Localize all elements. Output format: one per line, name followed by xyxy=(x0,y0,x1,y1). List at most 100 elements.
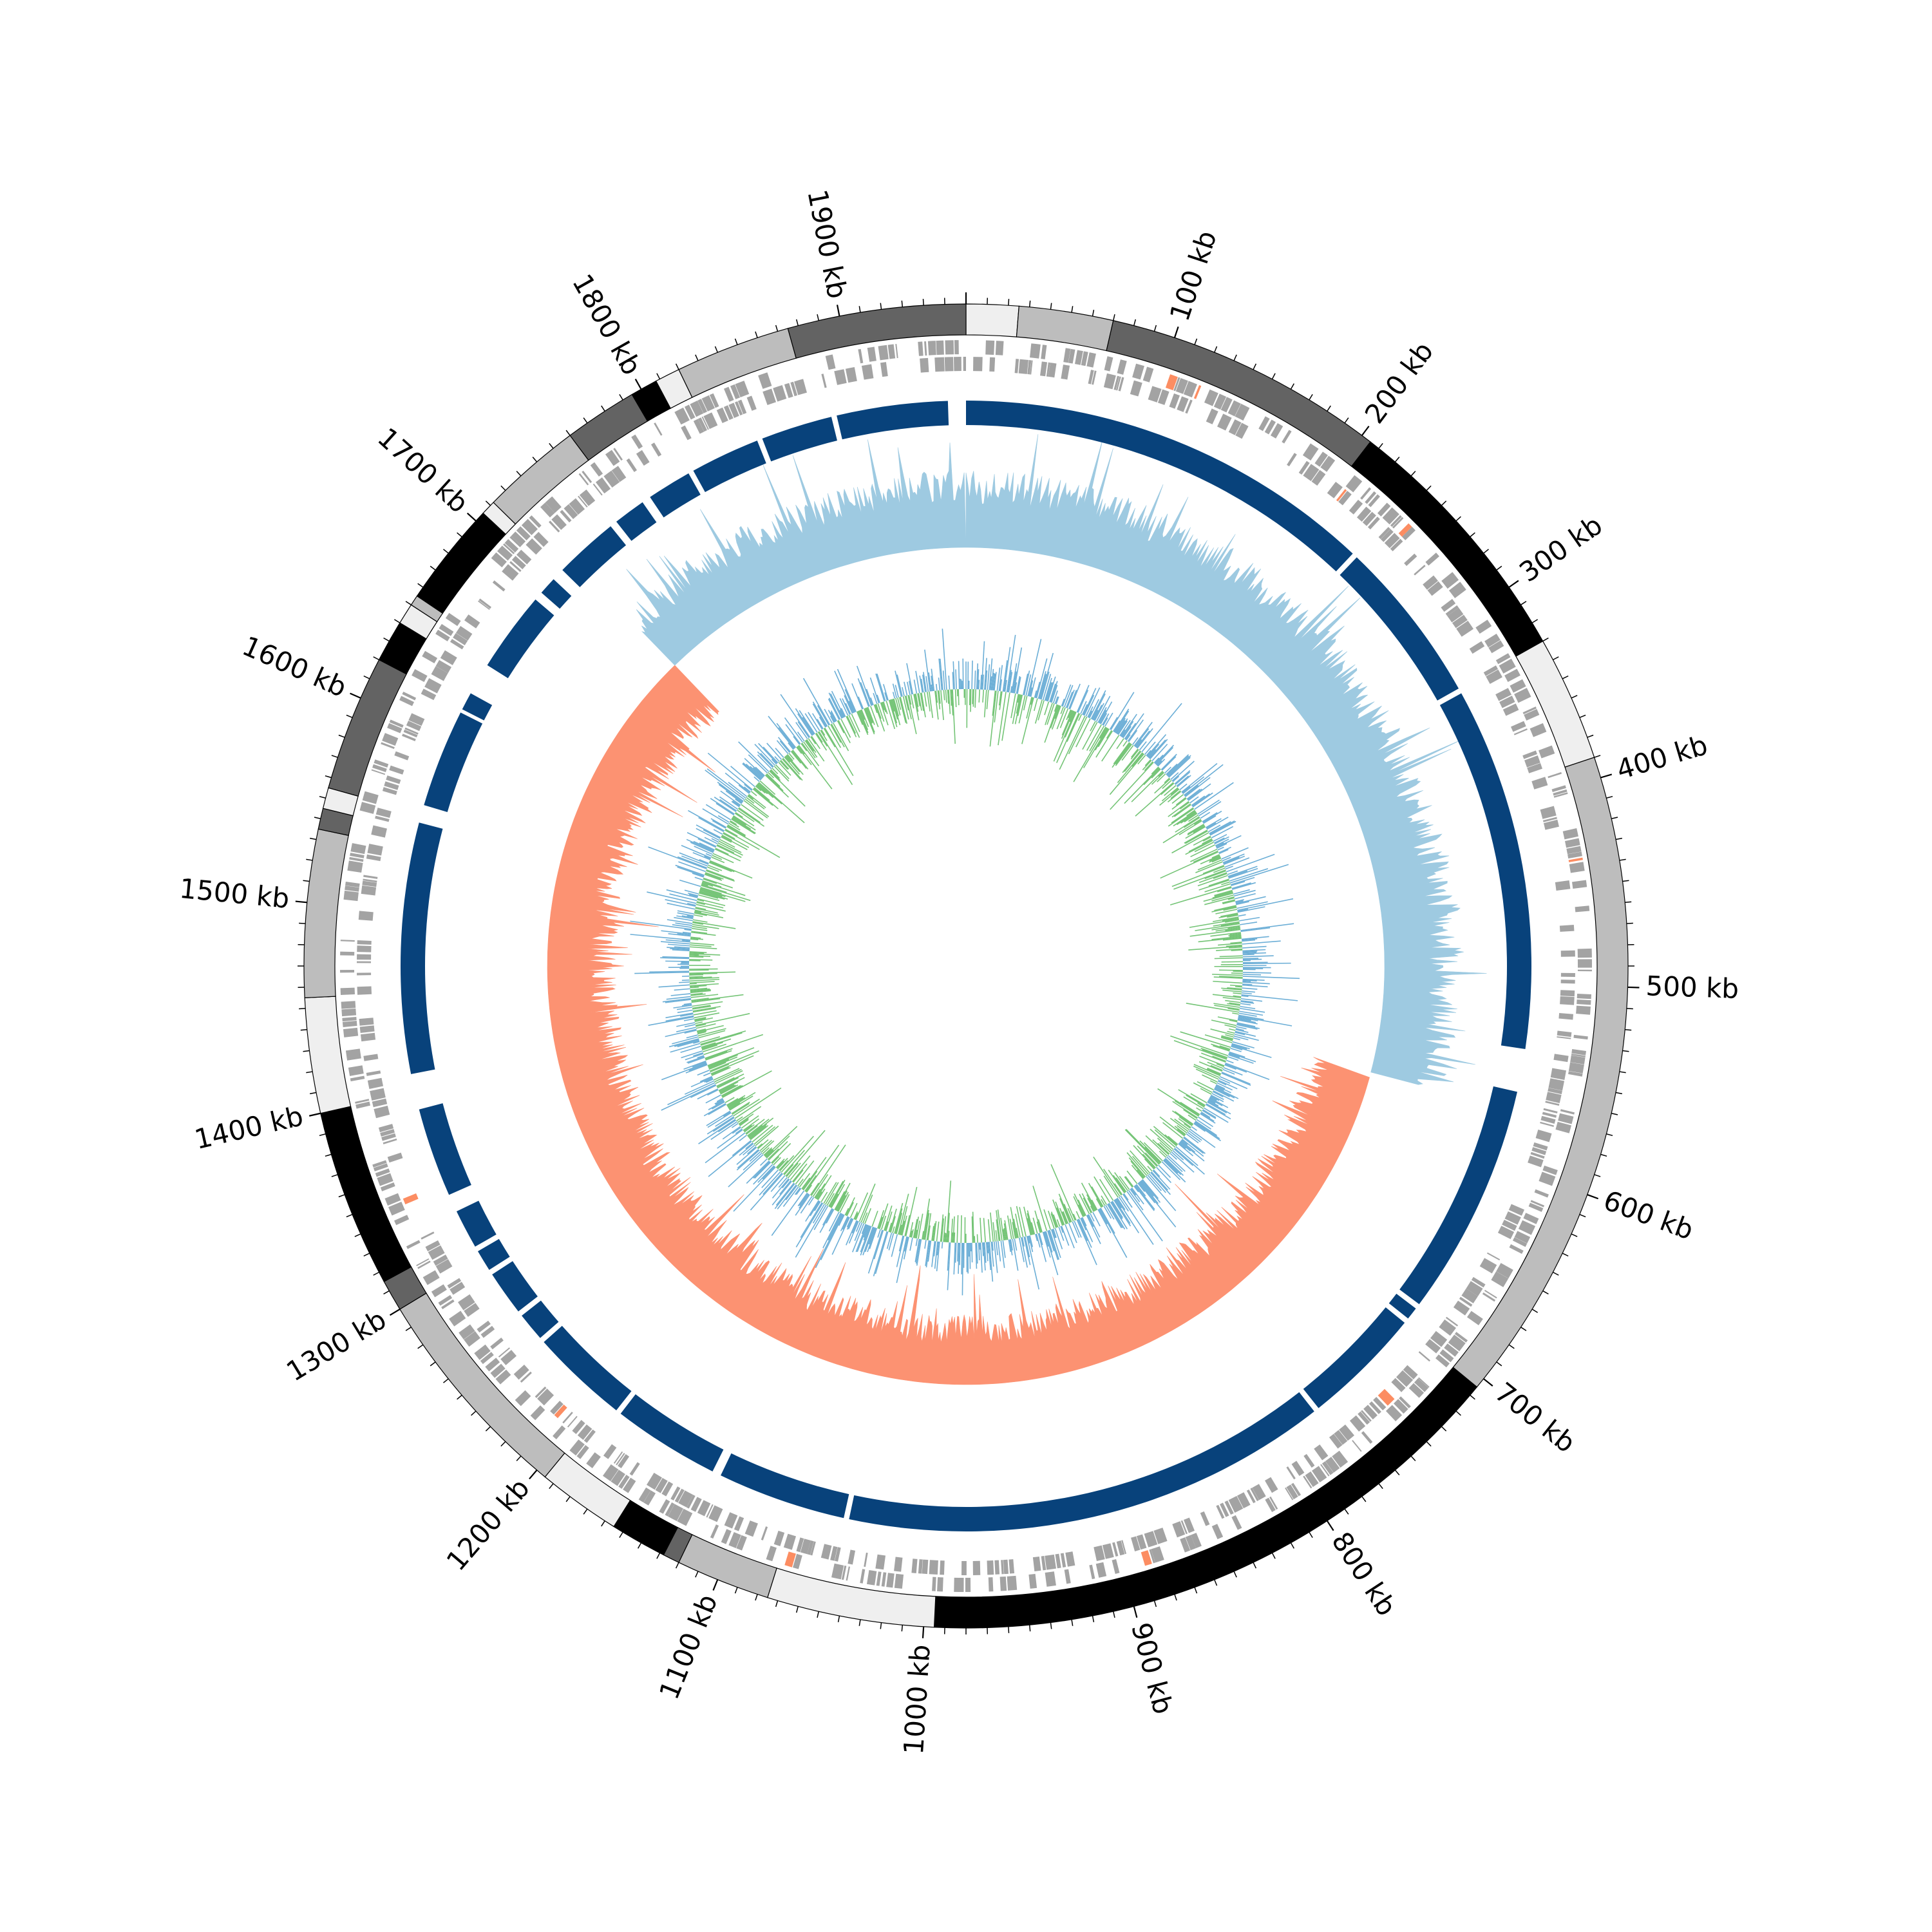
gc-content-below xyxy=(1171,793,1184,804)
gene-feature xyxy=(654,422,663,436)
gc-content-above xyxy=(1000,1240,1005,1268)
gene-feature xyxy=(860,1569,866,1584)
gc-content-below xyxy=(1222,938,1242,941)
gc-content-below xyxy=(1121,744,1134,761)
gene-feature xyxy=(386,775,401,784)
gene-feature xyxy=(403,729,418,738)
gc-content-below xyxy=(692,921,736,929)
gc-content-above xyxy=(1202,1109,1217,1118)
gc-content-above xyxy=(698,1119,736,1144)
gene-feature xyxy=(375,815,390,822)
gc-content-above xyxy=(1229,1051,1245,1058)
gene-feature xyxy=(1560,980,1575,984)
gene-feature xyxy=(583,1429,596,1443)
gene-feature xyxy=(1504,1211,1521,1225)
gc-content-above xyxy=(1076,685,1090,713)
gc-content-above xyxy=(904,1236,909,1252)
minor-tick xyxy=(1071,1619,1074,1626)
gene-feature xyxy=(1303,464,1320,482)
gene-feature xyxy=(1445,1316,1459,1327)
gc-content-above xyxy=(995,1241,998,1256)
gc-content-below xyxy=(1216,948,1243,951)
gc-content-above xyxy=(1219,1076,1248,1090)
gc-content-above xyxy=(802,717,815,735)
gc-content-above xyxy=(1035,681,1041,698)
gc-content-below xyxy=(1036,1221,1041,1233)
gc-content-above xyxy=(1114,1199,1131,1224)
gene-feature xyxy=(1543,819,1559,830)
gc-content-below xyxy=(1200,855,1220,865)
gene-feature xyxy=(1378,1388,1395,1406)
gc-content-below xyxy=(1018,695,1026,724)
gc-content-below xyxy=(1032,1217,1038,1234)
minor-tick xyxy=(1426,1441,1432,1447)
gc-content-above xyxy=(647,891,697,904)
gene-feature xyxy=(1269,1496,1278,1510)
gene-feature xyxy=(613,448,623,461)
gc-content-above xyxy=(1007,670,1012,693)
minor-tick xyxy=(1410,471,1416,477)
gc-content-below xyxy=(948,689,951,714)
gc-content-above xyxy=(1009,1239,1013,1256)
gc-content-below xyxy=(931,1226,934,1241)
gc-content-above xyxy=(1213,834,1227,842)
gc-content-below xyxy=(724,828,738,837)
gene-feature xyxy=(578,473,589,486)
gc-content-above xyxy=(1229,1052,1256,1063)
gc-content-below xyxy=(717,844,735,854)
gc-content-below xyxy=(1187,824,1204,835)
gc-content-above xyxy=(906,663,914,695)
minor-tick xyxy=(1309,1531,1313,1539)
minor-tick xyxy=(858,306,861,313)
gc-content-above xyxy=(867,1229,883,1274)
gc-content-below xyxy=(1009,1218,1014,1239)
gc-content-above xyxy=(795,1204,827,1258)
gc-content-above xyxy=(1017,677,1021,694)
gc-content-below xyxy=(864,1208,871,1224)
gc-content-below xyxy=(834,1191,846,1210)
gene-feature xyxy=(697,1500,711,1517)
gc-content-below xyxy=(1144,759,1151,766)
gene-feature xyxy=(500,1350,517,1365)
gc-content-above xyxy=(778,1177,788,1188)
gc-content-below xyxy=(737,810,755,822)
gc-content-above xyxy=(1194,782,1234,810)
gc-content-below xyxy=(1093,1156,1121,1197)
gc-content-below xyxy=(1213,1045,1230,1052)
gc-content-below xyxy=(855,1192,869,1220)
gc-content-below xyxy=(1159,1142,1171,1153)
minor-tick xyxy=(1233,1571,1237,1578)
gc-content-above xyxy=(1242,978,1265,981)
gc-content-above xyxy=(685,1064,708,1074)
coordinate-label: 1500 kb xyxy=(178,873,290,914)
gc-content-above xyxy=(687,1057,705,1064)
gc-content-above xyxy=(915,1238,921,1264)
gene-feature xyxy=(1183,381,1197,398)
gc-content-above xyxy=(1172,775,1180,782)
gc-content-below xyxy=(923,1209,929,1240)
gc-content-below xyxy=(888,1222,893,1233)
gc-content-below xyxy=(705,873,721,880)
gc-content-below xyxy=(1160,782,1175,795)
gene-feature xyxy=(1252,1484,1266,1501)
gc-content-below xyxy=(1144,761,1153,772)
gc-content-above xyxy=(1214,836,1229,845)
gene-feature xyxy=(485,1358,500,1372)
gene-feature xyxy=(784,383,793,399)
gc-content-above xyxy=(739,1135,748,1142)
gc-content-below xyxy=(1231,949,1243,951)
gene-feature xyxy=(858,348,864,364)
gc-content-below xyxy=(1175,816,1200,833)
gc-content-above xyxy=(1049,683,1056,703)
gene-feature xyxy=(1356,506,1372,522)
gc-content-above xyxy=(1147,743,1160,758)
gene-feature xyxy=(934,357,945,372)
gene-feature xyxy=(1338,491,1352,506)
minor-tick xyxy=(714,346,718,353)
gc-content-below xyxy=(1151,766,1159,775)
minor-tick xyxy=(1483,549,1490,554)
gc-content-above xyxy=(1002,1240,1006,1258)
gc-content-below xyxy=(748,794,754,800)
gc-content-below xyxy=(905,696,912,719)
